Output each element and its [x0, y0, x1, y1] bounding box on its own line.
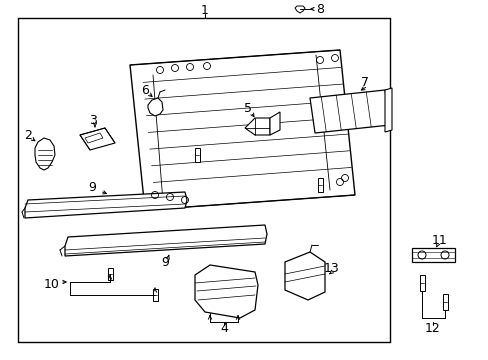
Polygon shape [194, 148, 199, 162]
Polygon shape [411, 248, 454, 262]
Text: 4: 4 [220, 321, 227, 334]
Text: 13: 13 [324, 261, 339, 274]
Text: 7: 7 [360, 76, 368, 89]
Polygon shape [309, 90, 389, 133]
Polygon shape [35, 138, 55, 170]
Text: 10: 10 [44, 279, 60, 292]
Polygon shape [85, 133, 103, 143]
Polygon shape [130, 50, 354, 210]
Polygon shape [244, 118, 269, 135]
Polygon shape [419, 275, 424, 291]
Polygon shape [294, 6, 305, 13]
Text: 8: 8 [315, 3, 324, 15]
Polygon shape [195, 265, 258, 318]
Polygon shape [285, 252, 325, 300]
Text: 2: 2 [24, 129, 32, 141]
Text: 9: 9 [88, 180, 96, 194]
Polygon shape [269, 112, 280, 135]
Polygon shape [384, 88, 391, 132]
Polygon shape [148, 98, 163, 116]
Polygon shape [107, 268, 112, 280]
Text: 9: 9 [161, 256, 168, 269]
Text: 11: 11 [431, 234, 447, 247]
Polygon shape [65, 225, 266, 256]
Polygon shape [317, 178, 322, 192]
Polygon shape [80, 128, 115, 150]
Text: 3: 3 [89, 113, 97, 126]
Text: 5: 5 [244, 102, 251, 114]
Polygon shape [442, 294, 447, 310]
Polygon shape [152, 289, 157, 301]
Text: 6: 6 [141, 84, 149, 96]
Text: 12: 12 [424, 321, 440, 334]
Polygon shape [25, 192, 186, 218]
Text: 1: 1 [201, 4, 208, 17]
